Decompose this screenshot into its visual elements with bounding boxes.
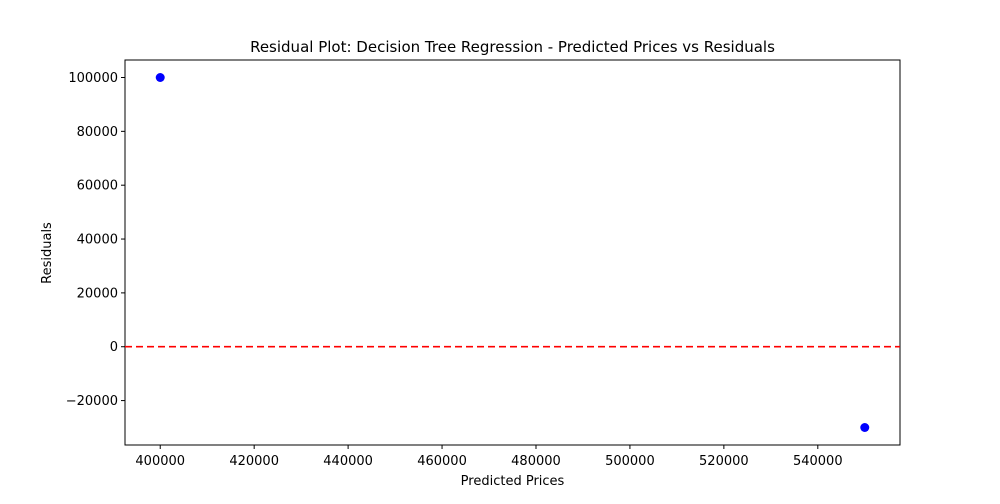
plot-area-frame [124,59,901,446]
x-tick-label: 540000 [793,454,843,469]
data-points [155,73,870,432]
x-tick-label: 480000 [511,454,561,469]
y-tick-label: −20000 [66,394,118,409]
x-tick-label: 460000 [417,454,467,469]
x-tick-label: 440000 [323,454,373,469]
y-tick-label: 80000 [77,125,118,140]
data-point [860,423,870,432]
x-tick-label: 520000 [699,454,749,469]
x-tick-label: 420000 [229,454,279,469]
x-axis: 400000 420000 440000 460000 480000 500000 5200… [135,445,843,469]
y-tick-label: 20000 [77,286,118,301]
y-tick-label: 40000 [77,233,118,248]
y-axis: −20000 0 20000 40000 60000 80000 100000 [66,71,125,409]
y-tick-label: 0 [110,340,118,355]
y-tick-label: 100000 [68,71,118,86]
x-axis-label: Predicted Prices [461,474,565,489]
chart-title: Residual Plot: Decision Tree Regression … [250,38,775,56]
data-point [155,73,165,82]
x-tick-label: 400000 [135,454,185,469]
x-tick-label: 500000 [605,454,655,469]
y-tick-label: 60000 [77,179,118,194]
y-axis-label: Residuals [40,222,55,284]
